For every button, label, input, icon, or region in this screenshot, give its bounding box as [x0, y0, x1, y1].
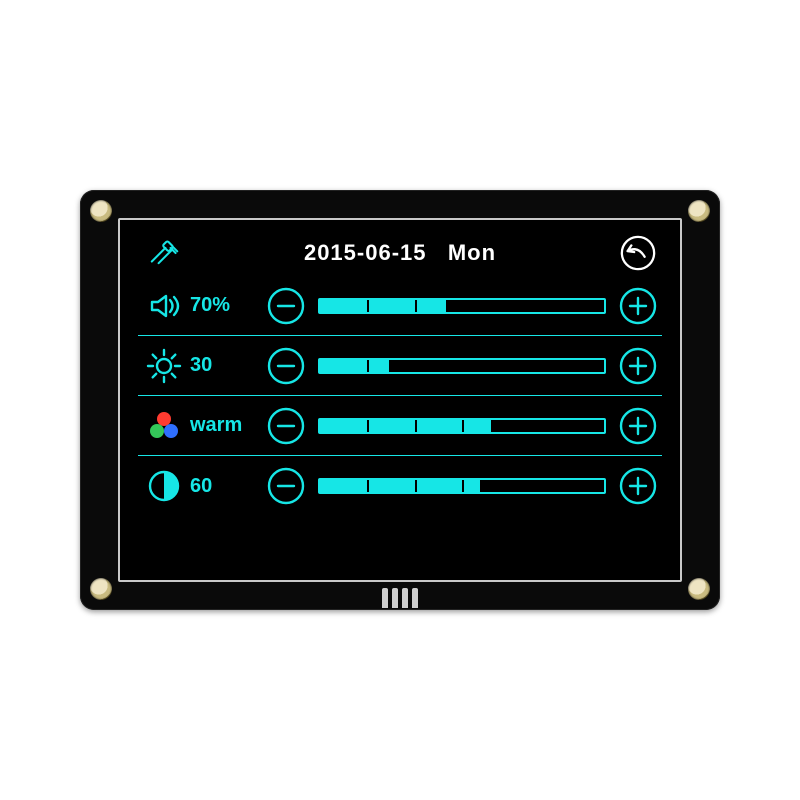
half-moon-icon: [138, 466, 190, 506]
lcd-screen: 2015-06-15 Mon 70% 30 warm: [118, 218, 682, 582]
settings-icon[interactable]: [138, 236, 186, 270]
volume-decrease-button[interactable]: [262, 286, 310, 326]
contrast-value: 60: [190, 475, 262, 498]
slider-track[interactable]: [318, 478, 606, 494]
color-slider: [310, 418, 614, 434]
slider-fill: [320, 300, 445, 312]
color-increase-button[interactable]: [614, 406, 662, 446]
header: 2015-06-15 Mon: [138, 230, 662, 276]
row-volume: 70%: [138, 276, 662, 336]
slider-thumb[interactable]: [489, 418, 491, 434]
slider-track[interactable]: [318, 298, 606, 314]
mount-hole: [90, 578, 112, 600]
slider-fill: [320, 360, 388, 372]
settings-rows: 70% 30 warm 60: [138, 276, 662, 572]
ffc-connector: [382, 588, 418, 608]
row-brightness: 30: [138, 336, 662, 396]
brightness-increase-button[interactable]: [614, 346, 662, 386]
speaker-icon: [138, 286, 190, 326]
slider-thumb[interactable]: [387, 358, 389, 374]
brightness-slider: [310, 358, 614, 374]
header-date: 2015-06-15 Mon: [186, 240, 614, 266]
row-color: warm: [138, 396, 662, 456]
slider-track[interactable]: [318, 418, 606, 434]
volume-slider: [310, 298, 614, 314]
device-board: 2015-06-15 Mon 70% 30 warm: [80, 190, 720, 610]
contrast-increase-button[interactable]: [614, 466, 662, 506]
row-contrast: 60: [138, 456, 662, 516]
slider-fill: [320, 420, 490, 432]
volume-value: 70%: [190, 294, 262, 317]
mount-hole: [688, 578, 710, 600]
slider-fill: [320, 480, 479, 492]
day-text: Mon: [448, 240, 496, 265]
mount-hole: [90, 200, 112, 222]
rgb-icon: [138, 406, 190, 446]
back-button[interactable]: [614, 234, 662, 272]
volume-increase-button[interactable]: [614, 286, 662, 326]
slider-track[interactable]: [318, 358, 606, 374]
brightness-decrease-button[interactable]: [262, 346, 310, 386]
mount-hole: [688, 200, 710, 222]
sun-icon: [138, 346, 190, 386]
color-value: warm: [190, 414, 262, 437]
slider-thumb[interactable]: [444, 298, 446, 314]
color-decrease-button[interactable]: [262, 406, 310, 446]
brightness-value: 30: [190, 354, 262, 377]
date-text: 2015-06-15: [304, 240, 427, 265]
slider-thumb[interactable]: [478, 478, 480, 494]
contrast-slider: [310, 478, 614, 494]
contrast-decrease-button[interactable]: [262, 466, 310, 506]
